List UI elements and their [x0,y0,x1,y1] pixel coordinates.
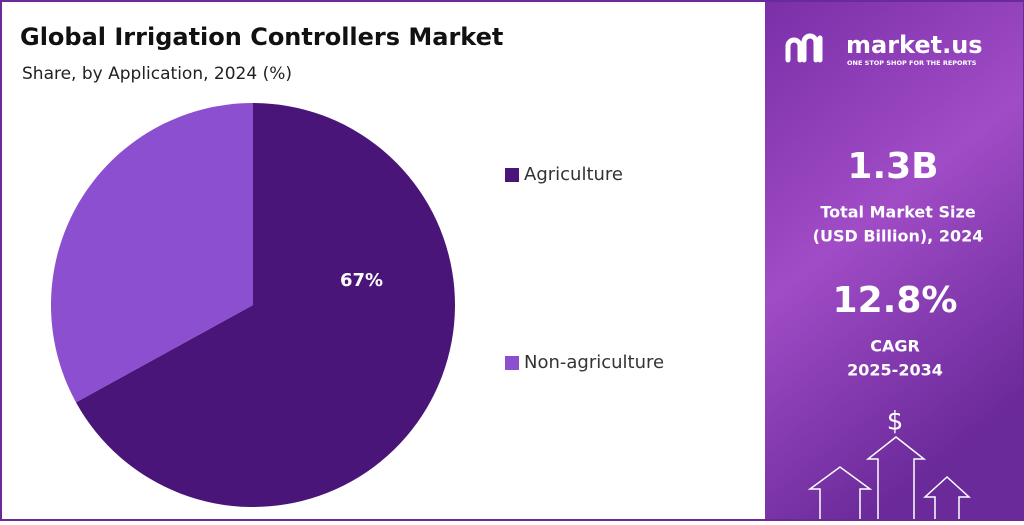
tagline: ONE STOP SHOP FOR THE REPORTS [847,59,977,67]
legend-label: Agriculture [524,164,623,185]
growth-arrows [807,436,971,519]
dollar-icon: $ [887,407,904,437]
legend-swatch [505,168,519,182]
market-size-label: (USD Billion), 2024 [813,227,984,246]
cagr-label: 2025-2034 [847,361,943,380]
market-size: 1.3B [847,146,938,187]
chart-subtitle: Share, by Application, 2024 (%) [22,64,292,84]
legend-label: Non-agriculture [524,352,664,373]
pie-slice [75,103,456,508]
market-size-label: Total Market Size [820,203,975,222]
cagr-label: CAGR [870,337,920,356]
chart-title: Global Irrigation Controllers Market [20,23,503,51]
logo: market.us ONE STOP SHOP FOR THE REPORTS [785,31,983,67]
slice-label: 67% [340,270,383,291]
pie-slice [51,103,253,403]
side-panel [765,2,1023,519]
cagr-value: 12.8% [833,280,958,321]
logo-icon [785,33,823,63]
brand: market.us [846,31,983,59]
legend-swatch [505,356,519,370]
